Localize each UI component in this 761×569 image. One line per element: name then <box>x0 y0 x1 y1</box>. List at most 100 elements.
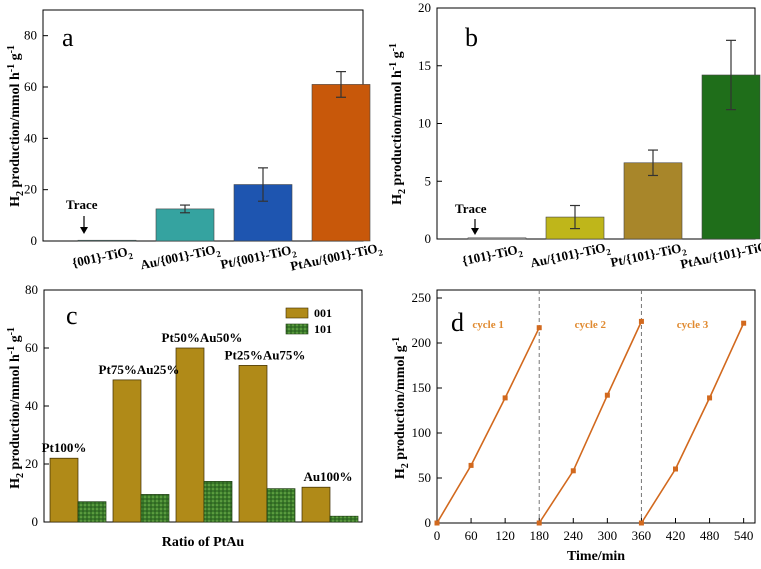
y-tick-label: 0 <box>31 233 38 248</box>
y-tick-label: 50 <box>418 470 431 485</box>
panel-b: b H2 production/mmol h-1 g-1 0 5 10 15 20 {1… <box>388 0 761 275</box>
data-point <box>707 395 712 400</box>
panel-b-ylabel: H2 production/mmol h-1 g-1 <box>388 43 408 205</box>
y-tick-label: 100 <box>412 425 432 440</box>
ratio-label: Pt25%Au75% <box>225 347 306 362</box>
category-label: {001}-TiO2 <box>71 243 135 273</box>
x-tick-label: 120 <box>495 528 515 543</box>
y-tick-label: 20 <box>24 182 37 197</box>
ratio-label: Au100% <box>303 469 352 484</box>
panel-c-letter: c <box>66 301 78 330</box>
figure-canvas: a H2 production/mmol h-1 g-1 020406080 {… <box>0 0 761 569</box>
data-point <box>435 521 440 526</box>
y-tick-label: 80 <box>24 28 37 43</box>
y-tick-label: 250 <box>412 290 432 305</box>
category-subscript: 2 <box>127 251 134 262</box>
panel-b-letter: b <box>465 23 478 52</box>
x-tick-label: 360 <box>632 528 652 543</box>
panel-d-ylabel: H2 production/mmol g-1 <box>391 337 411 479</box>
category-label: PtAu/{101}-TiO2 <box>679 237 761 274</box>
data-point <box>503 395 508 400</box>
bar-{101}-TiO2 <box>468 238 526 239</box>
y-tick-label: 0 <box>425 231 432 246</box>
category-text: Au/{001}-TiO <box>139 242 217 273</box>
x-tick-label: 180 <box>529 528 549 543</box>
data-point <box>571 468 576 473</box>
y-tick-label: 5 <box>425 173 432 188</box>
y-tick-label: 0 <box>425 515 432 530</box>
data-point <box>605 393 610 398</box>
category-text: Pt/{101}-TiO <box>609 240 683 270</box>
y-tick-label: 150 <box>412 380 432 395</box>
y-tick-label: 20 <box>25 456 38 471</box>
data-point <box>741 321 746 326</box>
category-label: Pt/{001}-TiO2 <box>219 241 298 275</box>
bar-001-Pt75%Au25% <box>113 380 141 522</box>
category-text: PtAu/{001}-TiO <box>289 241 379 274</box>
ratio-label: Pt50%Au50% <box>162 330 243 345</box>
bar-101-Pt50%Au50% <box>204 481 232 522</box>
x-tick-label: 0 <box>434 528 441 543</box>
category-label: Au/{001}-TiO2 <box>139 241 222 276</box>
x-tick-label: 240 <box>564 528 584 543</box>
bar-Au/{001}-TiO2 <box>156 209 214 241</box>
series-line-cycle 1 <box>437 328 539 523</box>
y-tick-label: 60 <box>24 79 37 94</box>
ratio-label: Pt100% <box>42 440 87 455</box>
category-text: Pt/{001}-TiO <box>219 242 293 272</box>
panel-b-trace-label: Trace <box>455 201 487 216</box>
panel-d-letter: d <box>451 308 464 337</box>
y-tick-label: 40 <box>24 130 37 145</box>
bar-001-Pt25%Au75% <box>239 365 267 522</box>
panel-b-trace-arrowhead <box>471 228 479 235</box>
legend-swatch-101 <box>286 324 308 334</box>
category-label: Pt/{101}-TiO2 <box>609 239 688 273</box>
cycle-label: cycle 1 <box>472 319 503 331</box>
data-point <box>537 325 542 330</box>
x-tick-label: 540 <box>734 528 754 543</box>
data-point <box>673 467 678 472</box>
panel-c-xlabel: Ratio of PtAu <box>162 535 245 550</box>
bar-001-Pt100% <box>50 458 78 522</box>
category-label: PtAu/{001}-TiO2 <box>289 239 384 276</box>
cycle-label: cycle 2 <box>575 319 607 331</box>
category-text: PtAu/{101}-TiO <box>679 239 761 272</box>
panel-a-trace-label: Trace <box>66 197 98 212</box>
y-tick-label: 40 <box>25 398 38 413</box>
y-tick-label: 0 <box>32 514 39 529</box>
x-tick-label: 300 <box>598 528 618 543</box>
category-text: Au/{101}-TiO <box>529 240 607 271</box>
category-text: {001}-TiO <box>71 244 129 270</box>
data-point <box>469 463 474 468</box>
bar-101-Pt25%Au75% <box>267 489 295 522</box>
bar-101-Pt75%Au25% <box>141 494 169 522</box>
y-tick-label: 60 <box>25 340 38 355</box>
category-label: {101}-TiO2 <box>461 241 525 271</box>
bar-101-Au100% <box>330 516 358 522</box>
y-tick-label: 15 <box>418 58 431 73</box>
category-subscript: 2 <box>377 247 384 258</box>
data-point <box>537 521 542 526</box>
panel-d-xlabel: Time/min <box>567 549 625 564</box>
legend-label-001: 001 <box>314 306 332 320</box>
category-label: Au/{101}-TiO2 <box>529 239 612 274</box>
panel-c: c H2 production/mmol h-1 g-1 Ratio of Pt… <box>6 282 362 550</box>
ratio-label: Pt75%Au25% <box>99 362 180 377</box>
panel-a-trace-arrowhead <box>80 227 88 234</box>
x-tick-label: 420 <box>666 528 686 543</box>
y-tick-label: 10 <box>418 116 431 131</box>
series-line-cycle 3 <box>641 323 743 523</box>
bar-001-Au100% <box>302 487 330 522</box>
cycle-label: cycle 3 <box>677 319 709 331</box>
legend-label-101: 101 <box>314 322 332 336</box>
panel-a-letter: a <box>62 23 74 52</box>
category-text: {101}-TiO <box>461 242 519 268</box>
x-tick-label: 60 <box>465 528 478 543</box>
bar-101-Pt100% <box>78 502 106 522</box>
bar-{001}-TiO2 <box>78 240 136 241</box>
legend-swatch-001 <box>286 308 308 318</box>
bar-PtAu/{001}-TiO2 <box>312 84 370 241</box>
panel-a-ylabel: H2 production/mmol h-1 g-1 <box>6 45 26 207</box>
panel-d: d H2 production/mmol g-1 Time/min 0 50 100… <box>391 290 755 564</box>
